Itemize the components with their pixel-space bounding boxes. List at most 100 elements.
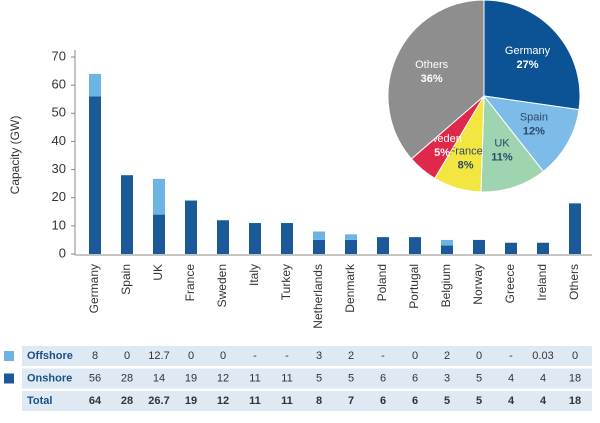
table-cell: 6: [412, 395, 418, 407]
table-cell: -: [381, 350, 385, 362]
bar: [505, 243, 517, 254]
table-cell: 6: [380, 372, 386, 384]
table-cell: 64: [89, 395, 102, 407]
table-cell: 11: [249, 395, 261, 407]
table-cell: 11: [281, 395, 293, 407]
y-tick-label: 0: [59, 245, 66, 260]
table-cell: 8: [92, 350, 98, 362]
table-cell: 6: [380, 395, 386, 407]
bar: [441, 240, 453, 246]
bar: [313, 240, 325, 254]
table-cell: 0: [188, 350, 194, 362]
table-cell: 3: [316, 350, 322, 362]
x-tick-label: Netherlands: [311, 264, 325, 329]
table-row-bg: [22, 369, 592, 389]
table-cell: 28: [121, 395, 133, 407]
y-tick-label: 30: [52, 161, 66, 176]
table-cell: 4: [540, 395, 547, 407]
y-tick-label: 50: [52, 105, 66, 120]
table-cell: 0: [220, 350, 226, 362]
table-cell: 19: [185, 395, 197, 407]
pie-label: Germany: [505, 45, 551, 57]
x-tick-label: Others: [567, 264, 581, 300]
legend-swatch: [4, 374, 14, 384]
table-cell: 0: [124, 350, 130, 362]
table-cell: 12.7: [148, 350, 169, 362]
pie-value-label: 36%: [421, 73, 443, 85]
pie-value-label: 8%: [458, 160, 474, 172]
bar: [249, 223, 261, 254]
table-cell: 0: [476, 350, 482, 362]
table-cell: 28: [121, 372, 133, 384]
table-cell: 6: [412, 372, 418, 384]
bar: [409, 237, 421, 254]
bar: [377, 237, 389, 254]
legend-swatch: [4, 351, 14, 361]
bar: [89, 96, 101, 254]
y-tick-label: 20: [52, 189, 66, 204]
x-tick-label: Portugal: [407, 264, 421, 309]
y-tick-label: 10: [52, 217, 66, 232]
x-tick-label: UK: [151, 264, 165, 281]
x-tick-label: Greece: [503, 264, 517, 304]
table-cell: 26.7: [148, 395, 169, 407]
bar: [569, 203, 581, 254]
bar: [345, 240, 357, 254]
table-cell: 11: [281, 372, 292, 384]
bar: [345, 234, 357, 240]
table-row-label: Onshore: [27, 372, 72, 384]
x-tick-label: Norway: [471, 264, 485, 305]
table-cell: 5: [476, 372, 482, 384]
x-tick-label: Denmark: [343, 263, 357, 313]
table-cell: 2: [348, 350, 354, 362]
bar: [473, 240, 485, 254]
table-cell: -: [253, 350, 257, 362]
x-tick-label: Belgium: [439, 264, 453, 307]
x-tick-label: Ireland: [535, 264, 549, 301]
bar: [281, 223, 293, 254]
table-cell: 12: [217, 372, 229, 384]
pie-label: UK: [494, 138, 510, 150]
x-tick-label: Germany: [87, 264, 101, 313]
table-cell: 12: [217, 395, 229, 407]
y-tick-label: 60: [52, 77, 66, 92]
table-cell: 11: [249, 372, 260, 384]
bar: [153, 179, 165, 215]
table-cell: 5: [316, 372, 322, 384]
x-tick-label: Sweden: [215, 264, 229, 307]
table-cell: 5: [348, 372, 354, 384]
x-tick-label: Turkey: [279, 264, 293, 300]
bar: [121, 175, 133, 254]
table-cell: 0.03: [532, 350, 553, 362]
y-tick-label: 70: [52, 48, 66, 63]
x-tick-label: France: [183, 264, 197, 302]
x-tick-label: Italy: [247, 264, 261, 286]
table-cell: 2: [444, 350, 450, 362]
table-cell: 4: [508, 395, 515, 407]
pie-label: Others: [415, 59, 449, 71]
table-cell: 8: [316, 395, 322, 407]
bar: [441, 246, 453, 254]
y-tick-label: 40: [52, 133, 66, 148]
table-cell: 3: [444, 372, 450, 384]
table-cell: -: [509, 350, 513, 362]
pie-value-label: 11%: [491, 152, 513, 164]
y-axis-label: Capacity (GW): [8, 116, 22, 195]
table-row-bg: [22, 391, 592, 411]
table-cell: -: [285, 350, 289, 362]
table-cell: 0: [572, 350, 578, 362]
bar: [217, 220, 229, 254]
table-cell: 0: [412, 350, 418, 362]
table-cell: 19: [185, 372, 197, 384]
table-cell: 18: [569, 372, 581, 384]
table-row-bg: [22, 346, 592, 366]
pie-value-label: 27%: [517, 59, 539, 71]
pie-value-label: 5%: [434, 147, 450, 159]
bar: [153, 215, 165, 254]
x-tick-label: Poland: [375, 264, 389, 301]
table-cell: 5: [444, 395, 450, 407]
x-tick-label: Spain: [119, 264, 133, 295]
table-cell: 7: [348, 395, 354, 407]
table-cell: 14: [153, 372, 165, 384]
table-row-label: Total: [27, 395, 52, 407]
